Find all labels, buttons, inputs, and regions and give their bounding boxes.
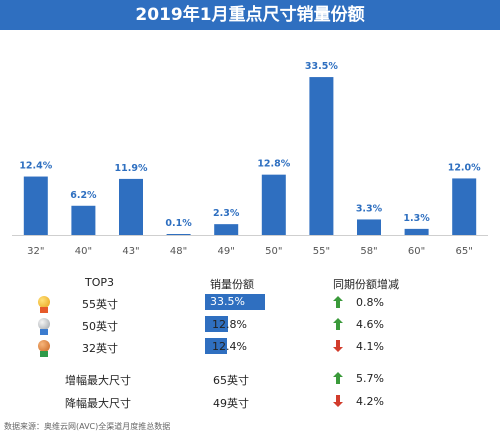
data-label: 1.3% [403, 213, 430, 224]
category-label: 65" [456, 246, 473, 257]
data-label: 12.4% [19, 161, 52, 172]
header-change: 同期份额增减 [333, 278, 399, 291]
silver-ribbon-icon [40, 329, 48, 335]
data-label: 0.1% [165, 218, 192, 229]
data-label: 33.5% [305, 61, 338, 72]
header-top3: TOP3 [85, 276, 115, 289]
category-label: 49" [218, 246, 235, 257]
bar [119, 178, 143, 235]
category-label: 55" [313, 246, 330, 257]
data-label: 11.9% [115, 163, 148, 174]
data-label: 2.3% [213, 208, 240, 219]
up-arrow-icon [333, 318, 343, 330]
bar [23, 176, 48, 235]
bar [71, 205, 96, 235]
data-label: 3.3% [356, 203, 383, 214]
extreme-change: 5.7% [356, 372, 384, 385]
up-arrow-icon [333, 372, 343, 384]
row-size: 32英寸 [82, 342, 118, 355]
extreme-label: 降幅最大尺寸 [65, 397, 131, 410]
gold-medal-icon [38, 296, 50, 308]
category-label: 48" [170, 246, 187, 257]
extreme-label: 增幅最大尺寸 [65, 374, 131, 387]
row-size: 55英寸 [82, 298, 118, 311]
footnote: 数据来源：奥维云网(AVC)全渠道月度推总数据 [4, 422, 171, 431]
data-label: 6.2% [70, 190, 97, 201]
bronze-medal-icon [38, 340, 50, 352]
row-size: 50英寸 [82, 320, 118, 333]
row-share: 33.5% [210, 295, 245, 308]
share-bar [205, 338, 227, 354]
share-bar [205, 316, 228, 332]
row-change: 4.6% [356, 318, 384, 331]
silver-medal-icon [38, 318, 50, 330]
bar [309, 77, 334, 235]
row-change: 0.8% [356, 296, 384, 309]
data-label: 12.0% [448, 162, 481, 173]
down-arrow-icon [333, 340, 343, 352]
category-label: 43" [122, 246, 139, 257]
bar [452, 178, 477, 235]
title-bar [0, 0, 500, 30]
category-label: 60" [408, 246, 425, 257]
data-label: 12.8% [257, 159, 290, 170]
category-label: 32" [27, 246, 44, 257]
bar [261, 174, 286, 235]
up-arrow-icon [333, 296, 343, 308]
bar [166, 234, 191, 235]
bar-chart: 12.4% 32" 6.2% 40" 11.9% 43" 0.1% 48" 2.3% 49" 12.… [12, 61, 488, 257]
bar [214, 224, 239, 235]
bar [357, 219, 381, 235]
extreme-size: 65英寸 [213, 374, 249, 387]
gold-ribbon-icon [40, 307, 48, 313]
category-label: 40" [75, 246, 92, 257]
row-share: 12.4% [212, 340, 247, 353]
extreme-size: 49英寸 [213, 397, 249, 410]
share-bar [205, 294, 265, 310]
extreme-change: 4.2% [356, 395, 384, 408]
chart-title: 2019年1月重点尺寸销量份额 [135, 5, 365, 25]
bronze-ribbon-icon [40, 351, 48, 357]
down-arrow-icon [333, 395, 343, 407]
category-label: 50" [265, 246, 282, 257]
header-share: 销量份额 [210, 278, 254, 291]
bar [404, 228, 429, 235]
category-label: 58" [360, 246, 377, 257]
row-share: 12.8% [212, 318, 247, 331]
row-change: 4.1% [356, 340, 384, 353]
